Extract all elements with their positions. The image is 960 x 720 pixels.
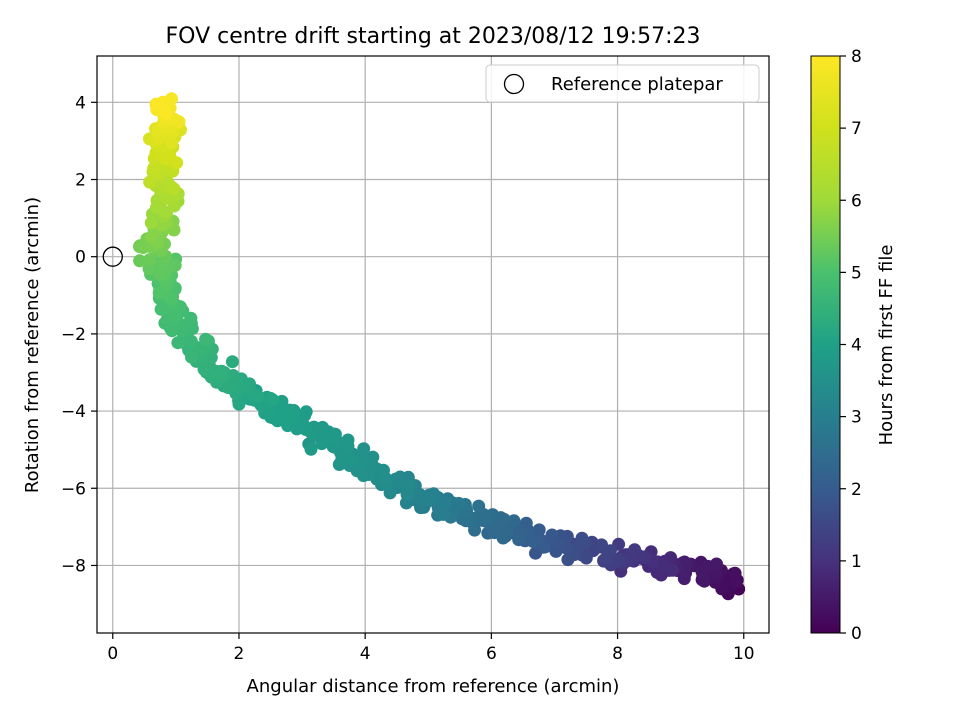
data-point [171, 336, 185, 350]
colorbar-tick-label: 8 [851, 47, 862, 67]
x-tick-label: 10 [733, 644, 755, 664]
data-point [165, 136, 178, 150]
y-tick-label: −4 [61, 402, 86, 422]
y-tick-label: −6 [61, 479, 86, 499]
data-point [170, 156, 184, 170]
colorbar-tick-label: 1 [851, 552, 862, 572]
data-point [729, 576, 743, 590]
colorbar-tick-label: 0 [851, 624, 862, 644]
data-point [221, 381, 235, 394]
data-points [133, 92, 746, 601]
data-point [512, 533, 526, 547]
data-point [402, 479, 415, 493]
data-point [728, 566, 742, 580]
data-point [437, 507, 451, 521]
data-point [143, 253, 157, 267]
data-point [526, 535, 540, 549]
data-point [327, 427, 341, 441]
colorbar-tick-label: 3 [851, 408, 862, 428]
data-point [575, 531, 589, 545]
data-point [657, 560, 671, 574]
data-point [545, 528, 559, 542]
x-tick-label: 8 [612, 644, 623, 664]
data-point [439, 496, 453, 510]
data-point [472, 499, 486, 513]
x-tick-label: 6 [486, 644, 497, 664]
data-point [154, 302, 168, 316]
legend: Reference platepar [485, 64, 760, 103]
y-tick-label: 4 [75, 93, 86, 113]
data-point [199, 332, 213, 346]
data-point [695, 565, 709, 579]
data-point [225, 355, 239, 369]
data-point [377, 463, 390, 477]
x-axis-ticks: 0 2 4 6 8 10 [107, 633, 755, 664]
colorbar-tick-label: 6 [851, 191, 862, 211]
data-point [287, 408, 301, 422]
data-point [158, 152, 172, 165]
colorbar-tick-label: 4 [851, 336, 862, 356]
y-axis-ticks: −8 −6 −4 −2 0 2 4 [61, 93, 97, 576]
data-point [147, 161, 161, 175]
legend-entry-reference-platepar: Reference platepar [551, 74, 723, 95]
data-point [155, 218, 169, 232]
y-tick-label: −8 [61, 556, 86, 576]
x-axis-label: Angular distance from reference (arcmin) [247, 676, 620, 697]
colorbar-tick-label: 5 [851, 263, 862, 283]
data-point [150, 98, 164, 112]
data-point [153, 267, 167, 281]
y-tick-label: 2 [75, 171, 86, 191]
x-tick-label: 4 [360, 644, 371, 664]
reference-platepar-marker [102, 246, 123, 267]
legend-box [485, 64, 760, 103]
colorbar-ticks: 0 1 2 3 4 5 6 7 8 [840, 47, 862, 644]
data-point [341, 439, 355, 453]
data-point [166, 311, 180, 325]
x-tick-label: 2 [234, 644, 245, 664]
chart-title: FOV centre drift starting at 2023/08/12 … [166, 24, 701, 49]
reference-marker-layer [102, 246, 123, 267]
data-point [507, 514, 521, 528]
data-point [579, 551, 593, 565]
data-point [185, 350, 198, 364]
data-point [332, 458, 346, 471]
y-tick-label: 0 [75, 248, 86, 268]
colorbar-label: Hours from first FF file [876, 245, 897, 446]
data-point [133, 254, 147, 268]
data-point [346, 453, 360, 467]
x-tick-label: 0 [107, 644, 118, 664]
data-point [304, 442, 318, 456]
data-point [251, 390, 265, 403]
data-point [266, 393, 280, 407]
colorbar-tick-label: 2 [851, 480, 862, 500]
data-point [561, 553, 575, 567]
data-point [144, 216, 158, 230]
data-point [159, 106, 172, 120]
plot-frame [96, 55, 770, 634]
data-point [211, 367, 224, 381]
y-axis-label: Rotation from reference (arcmin) [22, 197, 43, 493]
data-point [595, 538, 608, 552]
colorbar: 0 1 2 3 4 5 6 7 8 Hours from first FF file [810, 47, 897, 644]
legend-reference-marker [503, 73, 525, 95]
data-point [152, 286, 166, 300]
data-point [357, 442, 371, 456]
colorbar-tick-label: 7 [851, 119, 862, 139]
colorbar-gradient [810, 55, 841, 634]
y-tick-label: −2 [61, 325, 86, 345]
data-point [167, 182, 181, 196]
data-point [178, 318, 192, 332]
